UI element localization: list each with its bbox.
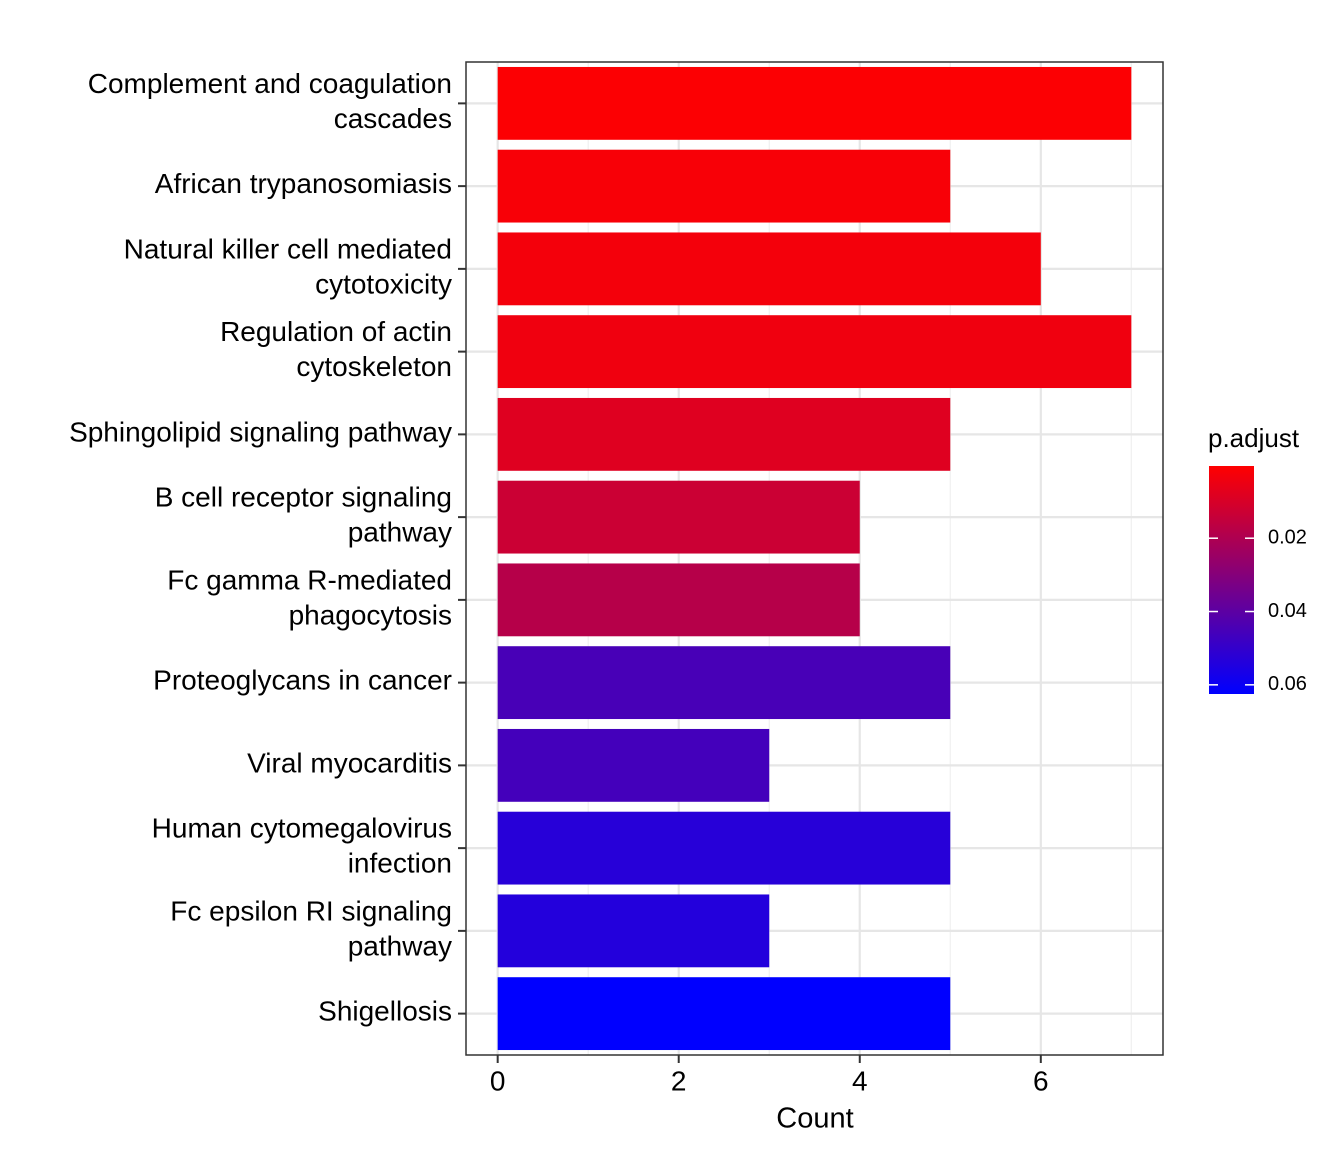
- x-axis-title: Count: [776, 1103, 853, 1135]
- bar: [497, 315, 1132, 389]
- panel-border: [465, 61, 1164, 1056]
- color-bar: [1209, 466, 1254, 694]
- x-tick-label: 6: [1033, 1065, 1049, 1096]
- panel: [466, 62, 1163, 1055]
- y-tick-label: Fc epsilon RI signaling pathway: [170, 896, 452, 962]
- x-tick-label: 4: [852, 1065, 868, 1096]
- y-tick-label: Complement and coagulation cascades: [88, 68, 452, 134]
- bar: [497, 397, 951, 471]
- bar: [497, 480, 860, 554]
- bar: [497, 563, 860, 637]
- bar: [497, 66, 1132, 140]
- bar: [497, 894, 770, 968]
- bar: [497, 728, 770, 802]
- x-tick-label: 2: [671, 1065, 687, 1096]
- legend-tick-label: 0.06: [1268, 673, 1307, 695]
- bar: [497, 149, 951, 223]
- y-tick-label: Sphingolipid signaling pathway: [69, 417, 452, 448]
- y-tick-label: Fc gamma R-mediated phagocytosis: [167, 565, 452, 631]
- bar: [497, 232, 1041, 306]
- y-tick-label: Regulation of actin cytoskeleton: [220, 317, 452, 383]
- y-tick-label: Viral myocarditis: [247, 748, 452, 779]
- y-tick-label: Natural killer cell mediated cytotoxicity: [124, 234, 452, 300]
- y-tick-label: B cell receptor signaling pathway: [155, 482, 452, 548]
- y-tick-label: Shigellosis: [318, 996, 452, 1027]
- y-tick-label: Human cytomegalovirus infection: [152, 813, 452, 879]
- legend-tick-label: 0.04: [1268, 600, 1307, 622]
- bar: [497, 811, 951, 885]
- y-tick-label: African trypanosomiasis: [155, 169, 452, 200]
- y-tick-label: Proteoglycans in cancer: [153, 665, 452, 696]
- legend-title: p.adjust: [1208, 423, 1300, 453]
- legend-tick-label: 0.02: [1268, 526, 1307, 548]
- bar: [497, 646, 951, 720]
- x-tick-label: 0: [490, 1065, 506, 1096]
- bar: [497, 977, 951, 1051]
